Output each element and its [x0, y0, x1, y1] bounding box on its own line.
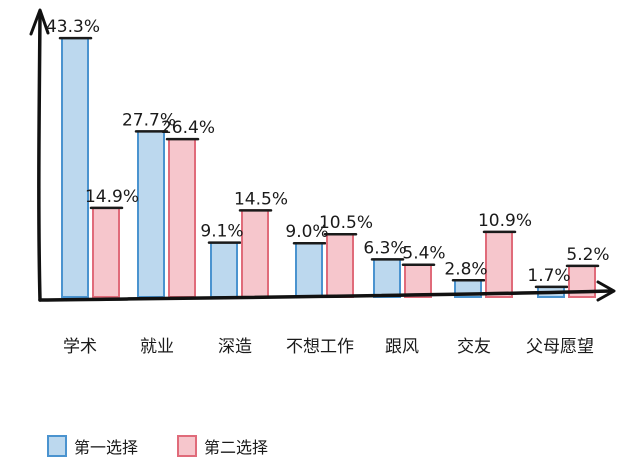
bar-series2-3: [241, 209, 269, 298]
bar-series2-5: [404, 263, 432, 298]
labels-layer: 43.3% 27.7% 9.1% 9.0% 6.3% 2.8% 1.7% 14.9% 26.4%…: [46, 17, 610, 357]
value-label-s2-5: 5.4%: [402, 244, 445, 264]
legend-label-2: 第二选择: [204, 438, 268, 457]
category-label-7: 父母愿望: [526, 337, 594, 357]
value-label-s2-4: 10.5%: [319, 213, 373, 233]
bars-layer: [58, 36, 600, 299]
category-label-6: 交友: [457, 337, 491, 357]
bar-series1-5: [373, 258, 401, 298]
value-label-s2-2: 26.4%: [161, 118, 215, 138]
category-label-5: 跟风: [385, 337, 419, 357]
value-label-s1-5: 6.3%: [363, 238, 406, 258]
value-label-s2-3: 14.5%: [234, 189, 288, 209]
value-label-s1-1: 43.3%: [46, 17, 100, 37]
category-label-1: 学术: [63, 337, 97, 357]
bar-series1-2: [137, 130, 165, 298]
legend-swatch-1: [47, 435, 67, 457]
value-label-s2-1: 14.9%: [85, 187, 139, 207]
x-axis: [38, 289, 614, 302]
x-axis-arrowhead: [596, 280, 616, 302]
bar-series1-4: [295, 242, 323, 298]
value-label-s2-6: 10.9%: [478, 211, 532, 231]
value-label-s1-4: 9.0%: [285, 222, 328, 242]
axes-layer: [29, 8, 616, 302]
category-label-2: 就业: [140, 337, 174, 357]
bar-series1-1: [61, 37, 89, 298]
value-label-s1-3: 9.1%: [200, 222, 243, 242]
value-label-s1-7: 1.7%: [527, 266, 570, 286]
bar-series2-4: [326, 233, 354, 299]
y-axis-arrowhead: [29, 8, 50, 36]
legend: 第一选择 第二选择: [47, 435, 268, 457]
value-label-s2-7: 5.2%: [566, 245, 609, 265]
legend-swatch-2: [177, 435, 197, 457]
category-label-3: 深造: [218, 337, 252, 357]
bar-series1-3: [210, 241, 238, 298]
bar-series2-2: [168, 138, 196, 298]
bar-series2-1: [92, 206, 120, 298]
value-label-s1-2: 27.7%: [122, 110, 176, 130]
y-axis: [37, 14, 42, 302]
legend-label-1: 第一选择: [74, 438, 138, 457]
bar-series2-6: [485, 230, 513, 298]
value-label-s1-6: 2.8%: [444, 259, 487, 279]
category-label-4: 不想工作: [286, 337, 354, 357]
